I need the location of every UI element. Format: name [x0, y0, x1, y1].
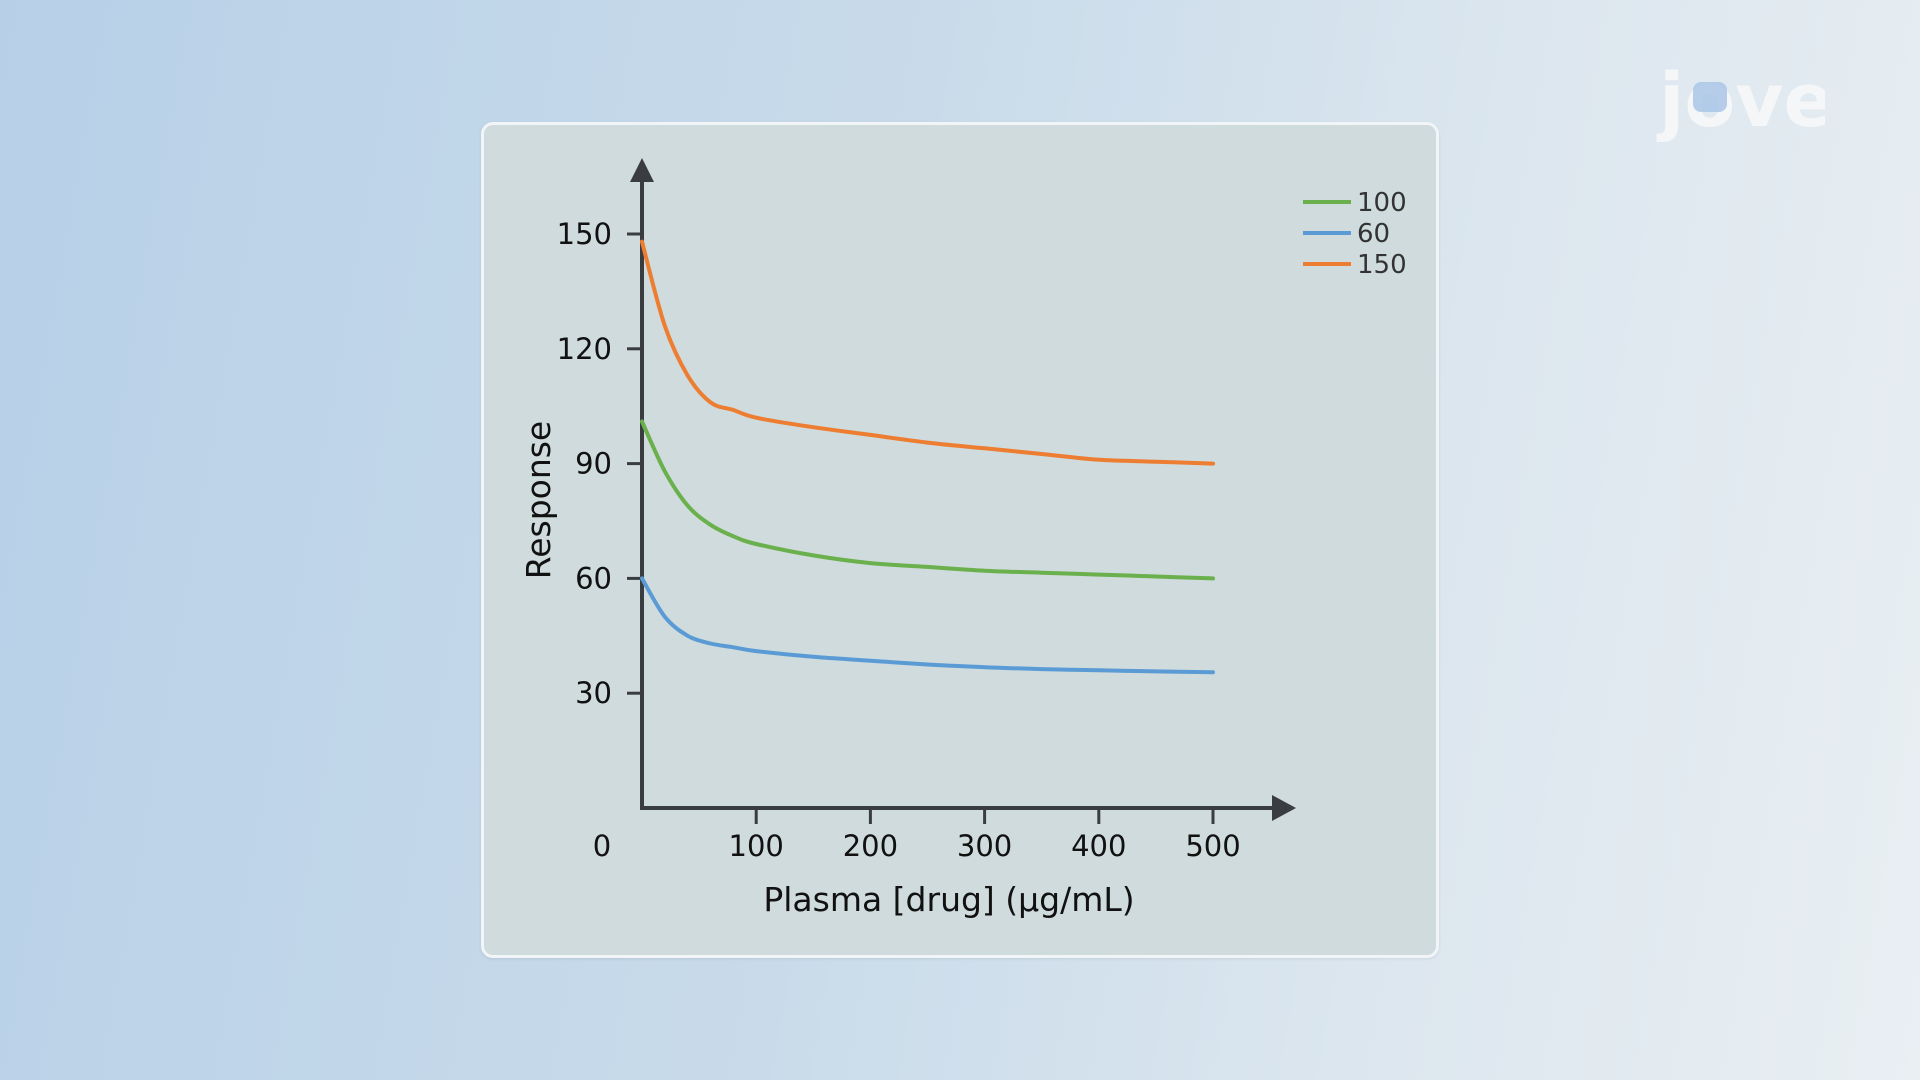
x-axis-arrow	[1272, 795, 1296, 821]
legend-label-100: 100	[1357, 188, 1407, 218]
logo-speech-bubble-icon	[1693, 82, 1727, 112]
y-tick-label: 30	[575, 676, 612, 710]
series-lines	[640, 239, 1215, 675]
series-line-60	[640, 576, 1215, 675]
y-ticks: 30 60 90 120 150	[557, 217, 642, 710]
y-tick-label: 150	[557, 217, 612, 251]
origin-label: 0	[593, 829, 611, 863]
y-axis-title: Response	[519, 421, 558, 580]
y-tick-label: 120	[557, 332, 612, 366]
series-line-150	[640, 239, 1215, 466]
y-tick-label: 60	[575, 561, 612, 595]
legend-label-150: 150	[1357, 250, 1407, 280]
x-ticks: 100 200 300 400 500	[729, 808, 1241, 863]
axes	[630, 158, 1296, 821]
x-tick-label: 300	[957, 829, 1012, 863]
y-tick-label: 90	[575, 447, 612, 481]
x-axis-title: Plasma [drug] (µg/mL)	[763, 880, 1134, 919]
logo-text: jove	[1656, 58, 1825, 144]
x-tick-label: 500	[1185, 829, 1240, 863]
y-axis-arrow	[630, 158, 654, 182]
x-tick-label: 400	[1071, 829, 1126, 863]
legend-label-60: 60	[1357, 219, 1390, 249]
series-line-100	[640, 419, 1215, 581]
jove-logo: jove	[1656, 58, 1825, 144]
x-tick-label: 200	[843, 829, 898, 863]
x-tick-label: 100	[729, 829, 784, 863]
